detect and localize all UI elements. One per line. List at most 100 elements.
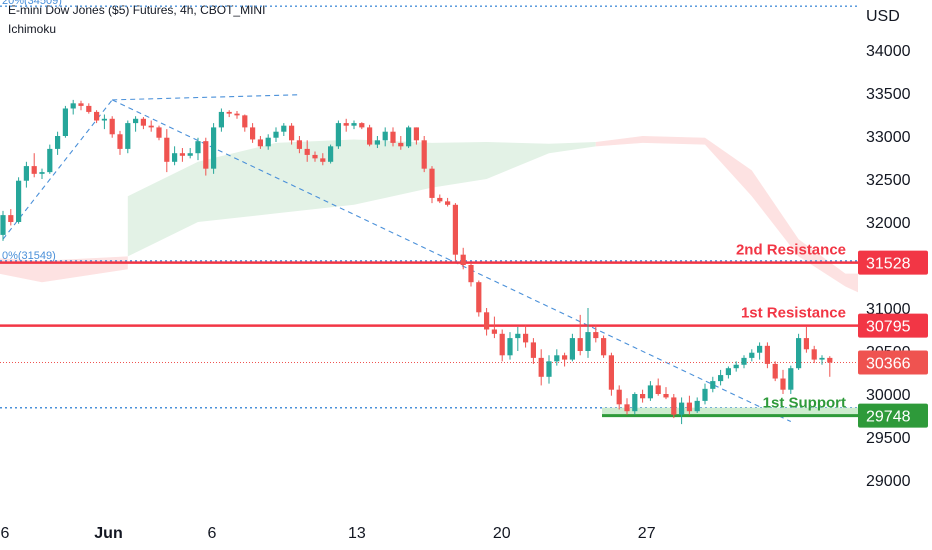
candle bbox=[304, 148, 310, 155]
candle bbox=[39, 172, 45, 174]
candle bbox=[671, 397, 677, 415]
candle bbox=[320, 158, 326, 162]
fib-segment-2 bbox=[111, 99, 792, 423]
candle bbox=[788, 368, 794, 390]
price-tick: 33500 bbox=[866, 86, 911, 103]
candle bbox=[31, 166, 37, 174]
candle bbox=[429, 168, 435, 198]
candle bbox=[437, 197, 443, 202]
candle bbox=[94, 111, 100, 121]
level-label-1: 1st Resistance bbox=[741, 305, 846, 322]
time-tick: 20 bbox=[493, 525, 511, 542]
candle bbox=[359, 123, 365, 128]
time-axis[interactable]: 6 Jun 6 13 20 27 bbox=[1, 525, 656, 542]
candle bbox=[187, 153, 193, 156]
candle bbox=[468, 265, 474, 283]
candle bbox=[796, 338, 802, 369]
candle bbox=[218, 111, 224, 128]
price-axis[interactable]: USD3400033500330003250032000310003050030… bbox=[858, 0, 932, 550]
candle bbox=[133, 118, 139, 124]
candle bbox=[593, 332, 599, 339]
candle bbox=[577, 338, 583, 351]
time-tick: 13 bbox=[348, 525, 366, 542]
candle bbox=[679, 402, 685, 415]
candle bbox=[749, 352, 755, 358]
axis-bg bbox=[858, 0, 932, 550]
candle bbox=[109, 118, 115, 135]
candle bbox=[23, 166, 29, 181]
candle bbox=[343, 123, 349, 126]
candle bbox=[655, 385, 661, 394]
candle bbox=[195, 141, 201, 154]
candle bbox=[523, 333, 529, 343]
price-tick: 29000 bbox=[866, 473, 911, 490]
candle bbox=[694, 400, 700, 412]
candle bbox=[764, 345, 770, 364]
candle bbox=[257, 139, 263, 147]
candle bbox=[546, 361, 552, 377]
candle bbox=[562, 355, 568, 360]
candle bbox=[281, 125, 287, 132]
level-label-0: 2nd Resistance bbox=[736, 242, 846, 259]
candle bbox=[640, 394, 646, 399]
candle bbox=[367, 127, 373, 145]
candle bbox=[811, 349, 817, 360]
support-zone bbox=[602, 407, 858, 416]
candle bbox=[148, 125, 154, 128]
candle bbox=[421, 140, 427, 169]
candle bbox=[62, 108, 68, 136]
candle bbox=[250, 127, 256, 140]
fib-segment-1 bbox=[112, 94, 300, 101]
candle bbox=[702, 388, 708, 401]
candle bbox=[772, 363, 778, 379]
indicator-label: Ichimoku bbox=[8, 22, 57, 36]
candle bbox=[0, 215, 6, 235]
level-tag-0-bg bbox=[858, 250, 928, 275]
candle bbox=[226, 111, 232, 114]
candle bbox=[328, 146, 334, 162]
candle bbox=[117, 134, 123, 149]
candle bbox=[296, 140, 302, 149]
candle bbox=[484, 312, 490, 330]
candle bbox=[86, 105, 92, 112]
candle bbox=[499, 333, 505, 356]
candle bbox=[507, 338, 513, 356]
candle bbox=[445, 201, 451, 205]
candle bbox=[351, 123, 357, 126]
candle bbox=[398, 142, 404, 147]
candle bbox=[101, 118, 107, 121]
candle bbox=[538, 357, 544, 377]
candle bbox=[460, 254, 466, 265]
candle bbox=[16, 180, 22, 222]
candle bbox=[8, 215, 14, 222]
candle bbox=[164, 137, 170, 162]
candle bbox=[172, 153, 178, 162]
candle bbox=[803, 338, 809, 350]
candle bbox=[725, 368, 731, 376]
candle bbox=[827, 357, 833, 363]
candle bbox=[125, 123, 131, 149]
last-price-tag-bg bbox=[858, 350, 928, 375]
candle bbox=[780, 378, 786, 390]
level-tag-1: 30795 bbox=[866, 319, 911, 336]
candle bbox=[733, 364, 739, 369]
candle bbox=[601, 338, 607, 356]
candle bbox=[374, 140, 380, 145]
time-tick: 27 bbox=[638, 525, 656, 542]
level-label-2: 1st Support bbox=[763, 395, 846, 412]
level-tag-1-bg bbox=[858, 313, 928, 338]
currency-label: USD bbox=[866, 8, 900, 25]
candles bbox=[0, 99, 833, 425]
fib-label-1: 0%(31549) bbox=[2, 250, 56, 262]
candle bbox=[515, 333, 521, 339]
candle bbox=[476, 282, 482, 313]
time-tick: 6 bbox=[208, 525, 217, 542]
candle bbox=[335, 123, 341, 147]
last-price-tag: 30366 bbox=[866, 356, 911, 373]
candle bbox=[211, 127, 217, 169]
candle bbox=[382, 131, 388, 141]
price-tags: 31528 30795 29748 30366 bbox=[858, 250, 928, 428]
candle bbox=[616, 389, 622, 405]
candle bbox=[289, 125, 295, 141]
